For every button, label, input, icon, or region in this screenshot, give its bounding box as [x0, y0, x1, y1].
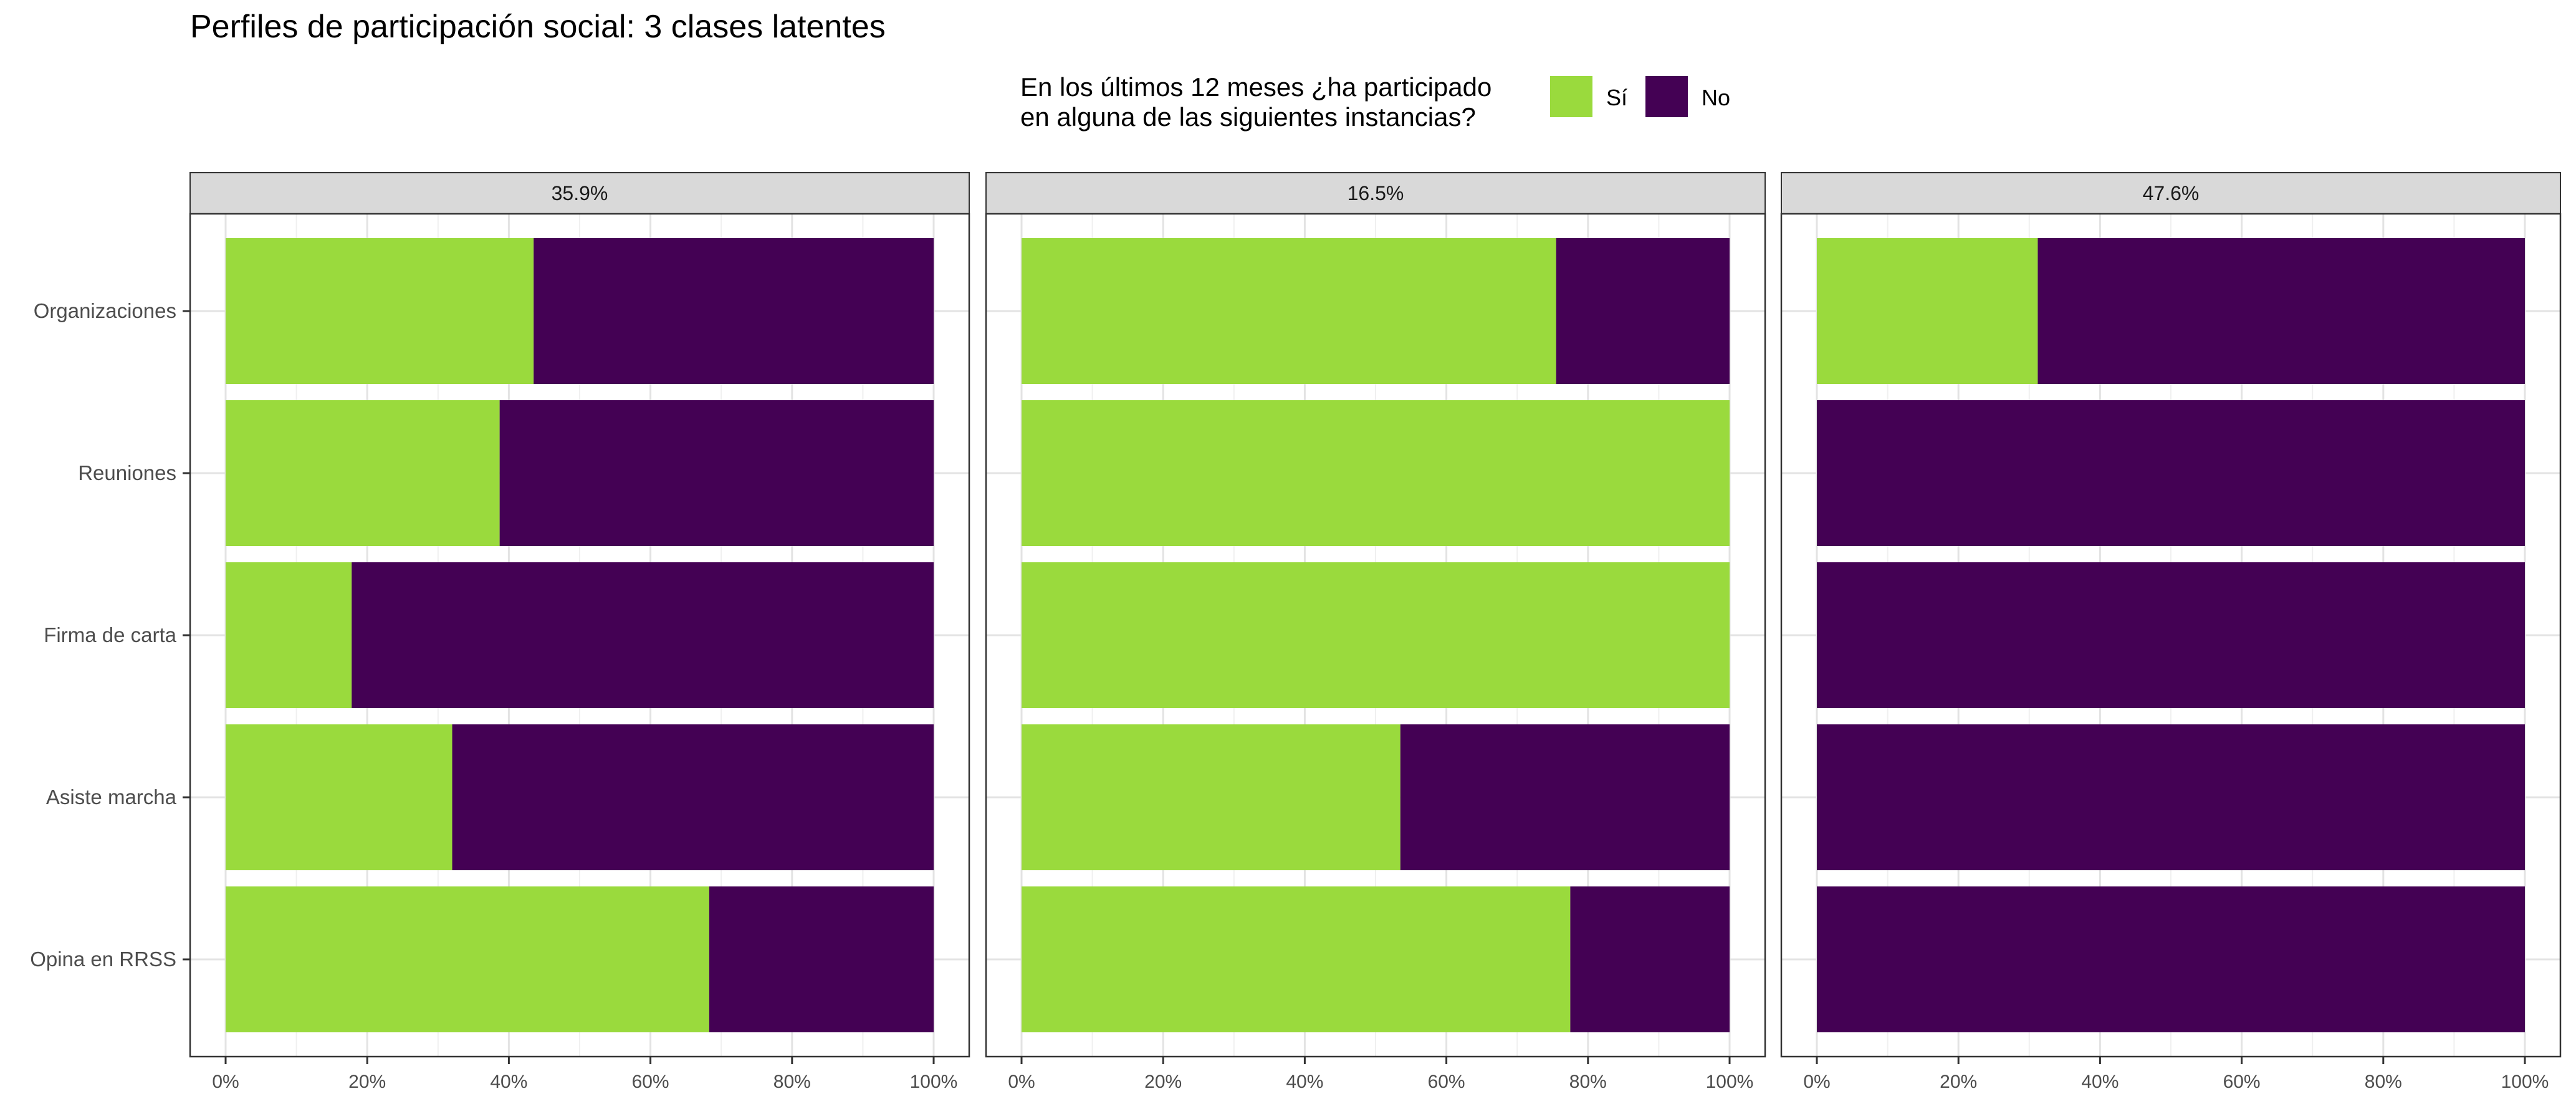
facet-panel: 47.6% 0% 20% 40% 60% 80% 100%	[1780, 172, 2562, 1092]
bar-si	[226, 562, 352, 708]
panel-border	[1780, 213, 2562, 1058]
y-tick-label: Organizaciones	[34, 299, 176, 322]
x-tick-label: 0%	[212, 1072, 239, 1092]
y-tick-label: Opina en RRSS	[30, 948, 176, 971]
bar-si	[226, 886, 709, 1032]
x-tick-label: 60%	[1428, 1072, 1465, 1092]
bar-si	[226, 724, 452, 870]
y-tick-label: Firma de carta	[44, 623, 176, 646]
x-tick-label: 80%	[773, 1072, 811, 1092]
x-tick-label: 60%	[2223, 1072, 2261, 1092]
facet-strip-label: 47.6%	[2143, 182, 2200, 204]
legend-key-si	[1550, 76, 1592, 117]
bar-no	[352, 562, 934, 708]
y-tick-label: Asiste marcha	[46, 785, 177, 809]
bar-no	[1556, 238, 1730, 384]
facet-panel: 16.5% 0% 20% 40% 60% 80% 100%	[985, 172, 1766, 1092]
legend-label-no: No	[1702, 85, 1730, 110]
bar-si	[1022, 238, 1556, 384]
facet-strip	[1781, 172, 2561, 214]
panel-border	[985, 213, 1766, 1058]
bar-no	[1400, 724, 1730, 870]
y-axis: Organizaciones Reuniones Firma de carta Asi…	[30, 299, 190, 971]
legend-label-si: Sí	[1606, 85, 1627, 110]
facet-panel: 35.9% 0% 20% 40% 60% 80% 100%	[189, 172, 970, 1092]
x-tick-label: 60%	[632, 1072, 669, 1092]
x-tick-label: 100%	[2501, 1072, 2549, 1092]
bar-no	[2037, 238, 2525, 384]
x-tick-label: 20%	[348, 1072, 386, 1092]
bar-no	[1570, 886, 1730, 1032]
x-tick-label: 0%	[1008, 1072, 1035, 1092]
x-tick-label: 80%	[2365, 1072, 2402, 1092]
bar-no	[1817, 562, 2525, 708]
bar-no	[1817, 400, 2525, 546]
x-tick-label: 40%	[2081, 1072, 2119, 1092]
x-tick-label: 0%	[1803, 1072, 1830, 1092]
x-tick-label: 100%	[910, 1072, 958, 1092]
x-tick-label: 20%	[1144, 1072, 1182, 1092]
facet-strip-label: 35.9%	[552, 182, 608, 204]
bar-si	[1022, 886, 1571, 1032]
x-tick-label: 40%	[490, 1072, 527, 1092]
bar-no	[1817, 724, 2525, 870]
bar-si	[1817, 238, 2038, 384]
bar-si	[1022, 400, 1730, 546]
legend-key-no	[1645, 76, 1688, 117]
facet-strip	[189, 172, 970, 214]
bar-no	[709, 886, 934, 1032]
x-tick-label: 80%	[1569, 1072, 1607, 1092]
panel-border	[189, 213, 970, 1058]
panels: 35.9% 0% 20% 40% 60% 80% 100% 16.5% 0% 20% 40% 60% 8…	[189, 172, 2562, 1092]
bar-si	[1022, 562, 1730, 708]
bar-si	[1022, 724, 1401, 870]
x-tick-label: 20%	[1940, 1072, 1977, 1092]
legend: En los últimos 12 meses ¿ha participado …	[1020, 72, 1730, 132]
bar-si	[226, 400, 500, 546]
legend-title-line-2: en alguna de las siguientes instancias?	[1020, 102, 1476, 132]
bar-si	[226, 238, 534, 384]
y-tick-label: Reuniones	[78, 461, 176, 484]
bar-no	[1817, 886, 2525, 1032]
facet-strip-label: 16.5%	[1348, 182, 1404, 204]
x-tick-label: 100%	[1706, 1072, 1754, 1092]
x-tick-label: 40%	[1286, 1072, 1323, 1092]
bar-no	[534, 238, 934, 384]
legend-title-line-1: En los últimos 12 meses ¿ha participado	[1020, 72, 1491, 102]
bar-no	[499, 400, 934, 546]
bar-no	[452, 724, 934, 870]
facet-strip	[985, 172, 1766, 214]
chart-title: Perfiles de participación social: 3 clas…	[190, 9, 886, 45]
